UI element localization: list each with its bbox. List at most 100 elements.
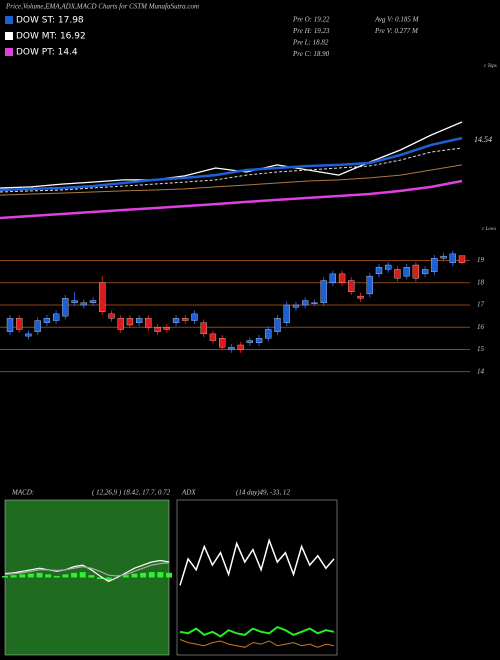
- series-line: [179, 537, 335, 586]
- candle-body: [283, 304, 290, 323]
- candle-body: [357, 295, 364, 299]
- series-line: [0, 164, 463, 196]
- legend-swatch: [5, 48, 13, 56]
- series-line: [4, 562, 170, 577]
- candle-body: [311, 302, 318, 304]
- price-info: Pre L: 18.82: [292, 39, 329, 47]
- candle-body: [71, 300, 78, 303]
- candle-body: [80, 302, 87, 306]
- histogram-bar: [19, 574, 26, 578]
- candle-body: [163, 327, 170, 330]
- candle-body: [292, 304, 300, 308]
- candle-body: [43, 318, 51, 323]
- candle-body: [385, 264, 392, 270]
- histogram-bar: [10, 575, 17, 578]
- candle-body: [403, 267, 410, 277]
- histogram-bar: [36, 572, 43, 578]
- candle-body: [421, 269, 429, 275]
- candle-body: [219, 338, 226, 348]
- candle-body: [228, 347, 235, 350]
- histogram-bar: [140, 572, 147, 578]
- candle-body: [375, 267, 383, 275]
- histogram-bar: [96, 577, 103, 580]
- candle-body: [25, 333, 32, 337]
- legend-swatch: [5, 32, 13, 40]
- legend-swatch: [5, 16, 13, 24]
- histogram-bar: [79, 572, 86, 578]
- price-info: Pre H: 19.23: [292, 27, 330, 35]
- candle-body: [302, 300, 309, 306]
- histogram-bar: [157, 572, 164, 578]
- legend-label: DOW ST: 17.98: [16, 16, 84, 26]
- y-tick-label: 14: [477, 367, 485, 375]
- candle-body: [274, 318, 281, 332]
- candle-body: [255, 338, 263, 343]
- candle-body: [209, 333, 217, 341]
- candle-body: [89, 300, 97, 303]
- y-tick-label: 18: [477, 278, 485, 286]
- histogram-bar: [53, 575, 60, 578]
- panel-title: MACD:: [11, 489, 34, 497]
- legend-label: DOW MT: 16.92: [16, 32, 86, 42]
- histogram-bar: [166, 572, 172, 578]
- panel-title: ADX: [181, 489, 196, 497]
- series-line: [179, 639, 335, 648]
- candle-body: [145, 318, 152, 328]
- candle-body: [348, 280, 355, 292]
- y-tick-label: 16: [477, 323, 485, 331]
- corner-label: c Lows: [482, 227, 496, 232]
- candle-body: [431, 258, 438, 272]
- candle-body: [52, 313, 60, 321]
- candle-body: [135, 318, 143, 323]
- histogram-bar: [88, 575, 95, 578]
- volume-info: Avg V: 0.185 M: [374, 16, 420, 24]
- y-tick-label: 19: [477, 256, 485, 264]
- histogram-bar: [62, 574, 69, 578]
- candle-body: [449, 253, 456, 263]
- candle-body: [200, 322, 207, 335]
- candle-body: [440, 255, 447, 259]
- volume-info: Pre V: 0.277 M: [374, 27, 419, 35]
- candle-body: [16, 318, 23, 330]
- series-line: [179, 625, 335, 638]
- y-tick-label: 17: [477, 301, 485, 309]
- histogram-bar: [148, 572, 155, 578]
- series-line: [0, 121, 463, 189]
- corner-label: c Tops: [484, 64, 497, 69]
- histogram-bar: [45, 574, 52, 578]
- candle-body: [126, 318, 134, 326]
- series-line: [0, 147, 463, 193]
- candle-body: [108, 313, 115, 319]
- candle-body: [329, 273, 337, 283]
- panel-subtitle: (14 day)49, -33, 12: [236, 489, 290, 497]
- candle-body: [237, 344, 244, 350]
- candle-body: [6, 318, 14, 332]
- chart-title: Price,Volume,EMA,ADX,MACD Charts for CST…: [5, 3, 199, 11]
- candle-body: [99, 282, 106, 312]
- histogram-bar: [27, 573, 34, 578]
- candle-body: [154, 327, 161, 332]
- panel-subtitle: ( 12,26,9 ) 18.42, 17.7, 0.72: [92, 489, 171, 497]
- annotation: 14.54: [474, 135, 492, 144]
- candle-body: [320, 280, 327, 303]
- series-line: [0, 179, 463, 220]
- histogram-bar: [131, 573, 138, 578]
- y-tick-label: 15: [477, 345, 485, 353]
- legend-label: DOW PT: 14.4: [16, 48, 78, 58]
- candle-body: [338, 273, 346, 283]
- histogram-bar: [105, 577, 112, 581]
- candle-body: [412, 264, 420, 279]
- candle-body: [366, 275, 373, 295]
- candle-body: [458, 255, 466, 263]
- candle-body: [265, 329, 272, 339]
- price-info: Pre C: 18.90: [292, 50, 330, 58]
- candle-body: [182, 318, 189, 321]
- candle-body: [117, 318, 124, 330]
- series-line: [0, 136, 463, 192]
- candle-body: [34, 320, 41, 332]
- histogram-bar: [122, 575, 129, 578]
- histogram-bar: [2, 575, 8, 578]
- candle-body: [394, 269, 401, 279]
